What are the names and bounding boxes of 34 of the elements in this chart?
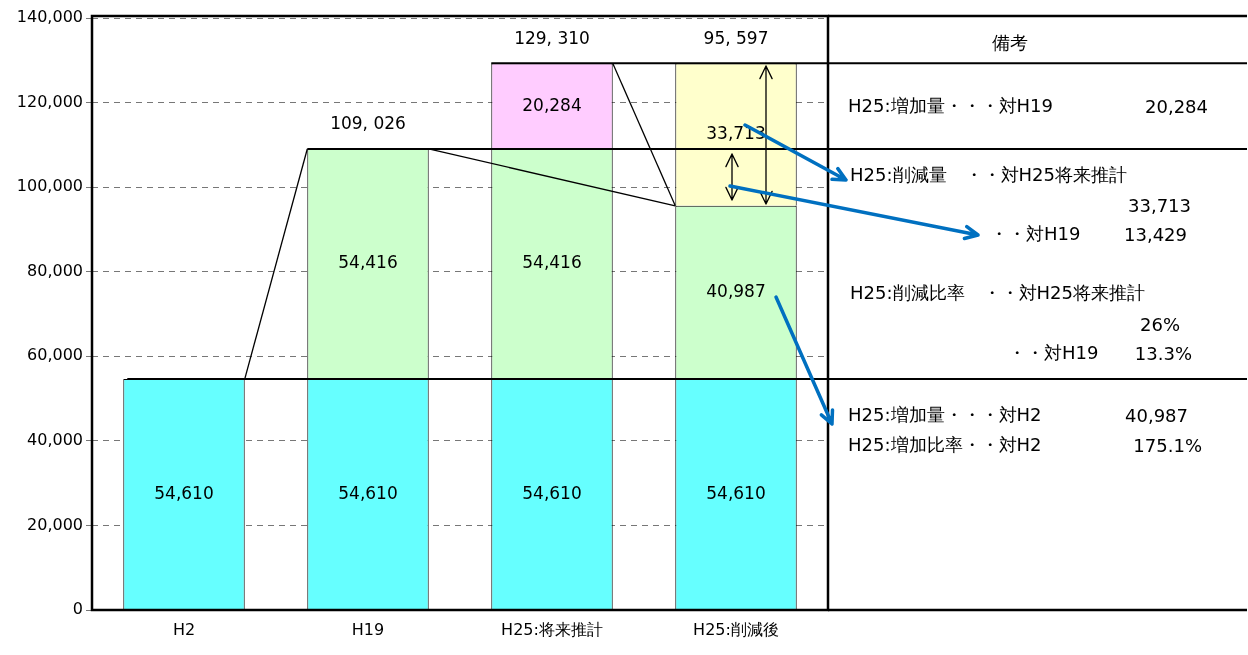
y-tick-label: 0 [72, 599, 83, 619]
text: H25:増加比率・・対H2 [848, 433, 1042, 457]
y-tick-label: 100,000 [16, 176, 83, 196]
x-tick-label: H25:削減後 [693, 619, 779, 639]
y-tick-label: 60,000 [27, 345, 83, 365]
data-label: 40,987 [706, 280, 766, 301]
text: ・・対H19 [990, 222, 1081, 246]
x-tick-label: H2 [172, 619, 196, 639]
text: 20,284 [1145, 95, 1208, 117]
total-label: 95, 597 [703, 27, 769, 48]
y-tick-label: 40,000 [27, 430, 83, 450]
total-label: 129, 310 [514, 27, 590, 48]
data-label: 54,610 [154, 482, 214, 503]
y-tick-label: 140,000 [16, 7, 83, 27]
x-tick-label: H25:将来推計 [501, 619, 603, 639]
text: H25:削減量 ・・対H25将来推計 [850, 163, 1127, 187]
text: 13.3% [1134, 342, 1192, 364]
text: 33,713 [1128, 194, 1191, 216]
text: H25:増加量・・・対H2 [848, 403, 1042, 427]
text: 13,429 [1124, 223, 1187, 245]
data-label: 54,610 [706, 482, 766, 503]
x-tick-label: H19 [351, 619, 385, 639]
text: 40,987 [1125, 404, 1188, 426]
y-tick-label: 20,000 [27, 514, 83, 534]
text: 備考 [992, 31, 1028, 55]
text: 175.1% [1133, 434, 1202, 456]
text: H25:削減比率 ・・対H25将来推計 [850, 281, 1145, 305]
data-label: 54,610 [522, 482, 582, 503]
text: H25:増加量・・・対H19 [848, 94, 1053, 118]
y-tick-label: 80,000 [27, 260, 83, 280]
text: 26% [1139, 313, 1180, 335]
y-tick-label: 120,000 [16, 91, 83, 111]
text: ・・対H19 [1008, 341, 1099, 365]
data-label: 54,610 [338, 482, 398, 503]
